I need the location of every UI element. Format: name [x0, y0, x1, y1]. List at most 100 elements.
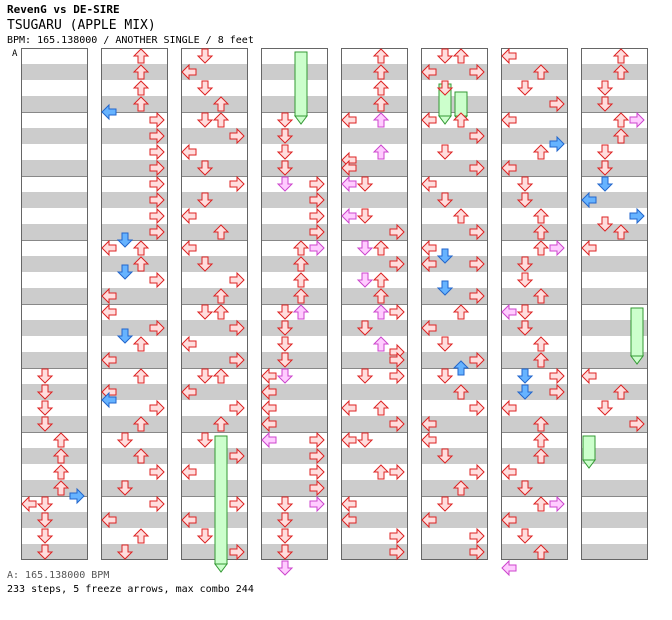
up-arrow-icon: [132, 64, 150, 80]
left-arrow-icon: [341, 399, 357, 417]
up-arrow-icon: [532, 432, 550, 448]
up-arrow-icon: [452, 360, 470, 376]
beat-stripe: [101, 128, 168, 144]
right-arrow-icon: [469, 255, 485, 273]
right-arrow-icon: [149, 191, 165, 209]
beat-stripe: [101, 192, 168, 208]
left-arrow-icon: [421, 175, 437, 193]
beat-stripe: [21, 256, 88, 272]
left-arrow-icon: [181, 511, 197, 529]
beat-stripe: [21, 416, 88, 432]
up-arrow-icon: [132, 528, 150, 544]
up-arrow-icon: [372, 96, 390, 112]
left-arrow-icon: [181, 143, 197, 161]
up-arrow-icon: [132, 336, 150, 352]
left-arrow-icon: [421, 239, 437, 257]
right-arrow-icon: [469, 127, 485, 145]
beat-stripe: [21, 288, 88, 304]
right-arrow-icon: [469, 223, 485, 241]
up-arrow-icon: [612, 64, 630, 80]
down-arrow-icon: [276, 560, 294, 576]
left-arrow-icon: [261, 431, 277, 449]
right-arrow-icon: [309, 431, 325, 449]
up-arrow-icon: [52, 432, 70, 448]
beat-stripe: [581, 448, 648, 464]
down-arrow-icon: [116, 544, 134, 560]
right-arrow-icon: [309, 479, 325, 497]
up-arrow-icon: [372, 464, 390, 480]
left-arrow-icon: [101, 511, 117, 529]
beat-stripe: [501, 320, 568, 336]
up-arrow-icon: [532, 208, 550, 224]
up-arrow-icon: [212, 304, 230, 320]
beat-stripe: [341, 160, 408, 176]
left-arrow-icon: [21, 495, 37, 513]
left-arrow-icon: [581, 367, 597, 385]
right-arrow-icon: [229, 175, 245, 193]
up-arrow-icon: [612, 112, 630, 128]
beat-stripe: [261, 160, 328, 176]
down-arrow-icon: [516, 192, 534, 208]
left-arrow-icon: [101, 391, 117, 409]
up-arrow-icon: [132, 256, 150, 272]
left-arrow-icon: [501, 47, 517, 65]
column-border: [421, 48, 488, 560]
left-arrow-icon: [181, 207, 197, 225]
freeze-tail: [294, 115, 308, 125]
beat-stripe: [581, 480, 648, 496]
right-arrow-icon: [149, 175, 165, 193]
left-arrow-icon: [341, 175, 357, 193]
left-arrow-icon: [101, 303, 117, 321]
beat-stripe: [421, 416, 488, 432]
up-arrow-icon: [292, 304, 310, 320]
up-arrow-icon: [372, 336, 390, 352]
beat-stripe: [421, 256, 488, 272]
left-arrow-icon: [181, 335, 197, 353]
beat-stripe: [181, 384, 248, 400]
up-arrow-icon: [212, 112, 230, 128]
column-border: [101, 48, 168, 560]
down-arrow-icon: [196, 528, 214, 544]
chart-stats: 233 steps, 5 freeze arrows, max combo 24…: [7, 584, 254, 595]
down-arrow-icon: [196, 192, 214, 208]
up-arrow-icon: [452, 112, 470, 128]
down-arrow-icon: [276, 544, 294, 560]
down-arrow-icon: [436, 48, 454, 64]
left-arrow-icon: [341, 111, 357, 129]
beat-stripe: [261, 320, 328, 336]
beat-stripe: [101, 320, 168, 336]
up-arrow-icon: [532, 240, 550, 256]
right-arrow-icon: [149, 463, 165, 481]
up-arrow-icon: [212, 96, 230, 112]
right-arrow-icon: [629, 415, 645, 433]
right-arrow-icon: [149, 111, 165, 129]
beat-stripe: [101, 544, 168, 560]
beat-stripe: [581, 160, 648, 176]
beat-stripe: [101, 512, 168, 528]
beat-stripe: [341, 256, 408, 272]
freeze-tail: [438, 115, 452, 125]
up-arrow-icon: [372, 144, 390, 160]
beat-stripe: [581, 288, 648, 304]
freeze-arrow-up: [294, 51, 308, 117]
beat-stripe: [181, 128, 248, 144]
bpm-marker: A: [12, 49, 18, 59]
down-arrow-icon: [516, 480, 534, 496]
up-arrow-icon: [212, 368, 230, 384]
up-arrow-icon: [532, 448, 550, 464]
right-arrow-icon: [629, 207, 645, 225]
left-arrow-icon: [421, 511, 437, 529]
left-arrow-icon: [101, 287, 117, 305]
down-arrow-icon: [356, 208, 374, 224]
beat-stripe: [341, 480, 408, 496]
left-arrow-icon: [421, 431, 437, 449]
left-arrow-icon: [181, 63, 197, 81]
beat-stripe: [421, 160, 488, 176]
beat-stripe: [421, 448, 488, 464]
beat-stripe: [581, 512, 648, 528]
column-border: [261, 48, 328, 560]
left-arrow-icon: [421, 415, 437, 433]
beat-stripe: [501, 128, 568, 144]
down-arrow-icon: [36, 416, 54, 432]
up-arrow-icon: [452, 48, 470, 64]
